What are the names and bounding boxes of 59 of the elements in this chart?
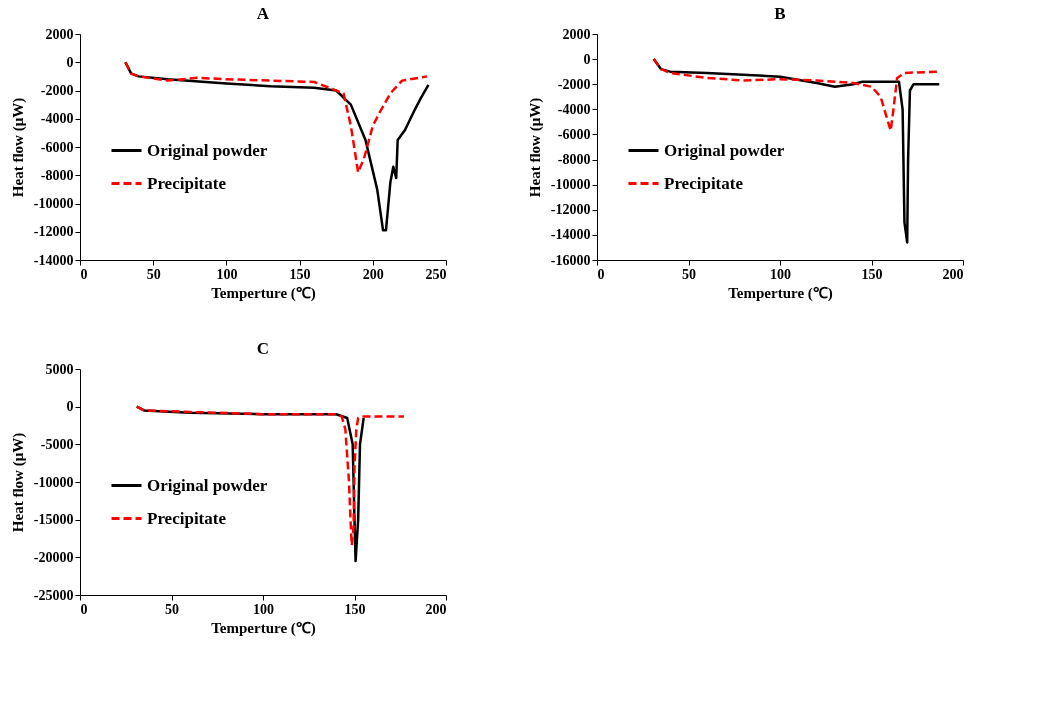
x-tick-label: 150: [861, 266, 883, 282]
x-tick-label: 150: [344, 601, 366, 617]
y-tick-label: -6000: [557, 126, 591, 142]
y-tick-label: -8000: [557, 152, 591, 168]
y-tick-label: -20000: [33, 549, 74, 565]
y-tick-label: -4000: [40, 111, 74, 127]
x-tick-label: 0: [80, 601, 88, 617]
x-tick-label: 200: [942, 266, 964, 282]
y-tick-label: -5000: [40, 436, 74, 452]
x-tick-label: 150: [289, 266, 311, 282]
y-tick-label: -4000: [557, 101, 591, 117]
legend-label: Original powder: [664, 140, 785, 160]
y-tick-label: -12000: [550, 202, 591, 218]
x-axis-title: Temperture (℃): [728, 284, 833, 302]
y-axis-title: Heat flow (μW): [9, 432, 27, 533]
chart-title: B: [774, 4, 786, 23]
y-tick-label: -8000: [40, 167, 74, 183]
y-tick-label: 0: [66, 399, 74, 415]
x-tick-label: 250: [425, 266, 447, 282]
legend-label: Original powder: [147, 140, 268, 160]
y-tick-label: -10000: [33, 196, 74, 211]
y-tick-label: -10000: [550, 177, 591, 193]
y-axis-title: Heat flow (μW): [9, 97, 27, 198]
chart-title: A: [256, 4, 270, 23]
y-tick-label: -6000: [40, 139, 74, 155]
y-tick-label: -10000: [33, 474, 74, 490]
y-tick-label: -12000: [33, 224, 74, 240]
y-tick-label: 5000: [45, 361, 74, 377]
x-tick-label: 200: [425, 601, 447, 617]
y-tick-label: 2000: [45, 26, 74, 42]
legend-label: Precipitate: [664, 173, 744, 193]
y-tick-label: -16000: [550, 252, 591, 268]
x-tick-label: 50: [682, 266, 696, 282]
y-tick-label: -25000: [33, 587, 74, 603]
y-tick-label: -14000: [33, 252, 74, 268]
line-series: [135, 405, 406, 547]
x-tick-label: 100: [216, 266, 238, 282]
chart-title: C: [256, 339, 270, 358]
x-tick-label: 200: [362, 266, 384, 282]
y-tick-label: -2000: [557, 76, 591, 92]
x-tick-label: 0: [80, 266, 88, 282]
y-tick-label: -14000: [550, 227, 591, 243]
x-tick-label: 50: [146, 266, 161, 282]
y-tick-label: -2000: [40, 83, 74, 98]
legend-label: Precipitate: [147, 508, 227, 528]
x-tick-label: 100: [770, 266, 791, 282]
y-tick-label: 2000: [562, 26, 591, 42]
legend-label: Original powder: [147, 475, 268, 495]
x-tick-label: 50: [165, 601, 179, 617]
y-tick-label: 0: [66, 54, 74, 70]
y-tick-label: -15000: [33, 512, 74, 528]
x-tick-label: 100: [253, 601, 274, 617]
y-axis-title: Heat flow (μW): [526, 97, 544, 198]
legend-label: Precipitate: [147, 173, 227, 193]
x-tick-label: 0: [597, 266, 605, 282]
x-axis-title: Temperture (℃): [211, 619, 316, 637]
y-tick-label: 0: [583, 51, 591, 67]
x-axis-title: Temperture (℃): [211, 284, 316, 302]
line-series: [124, 61, 429, 174]
